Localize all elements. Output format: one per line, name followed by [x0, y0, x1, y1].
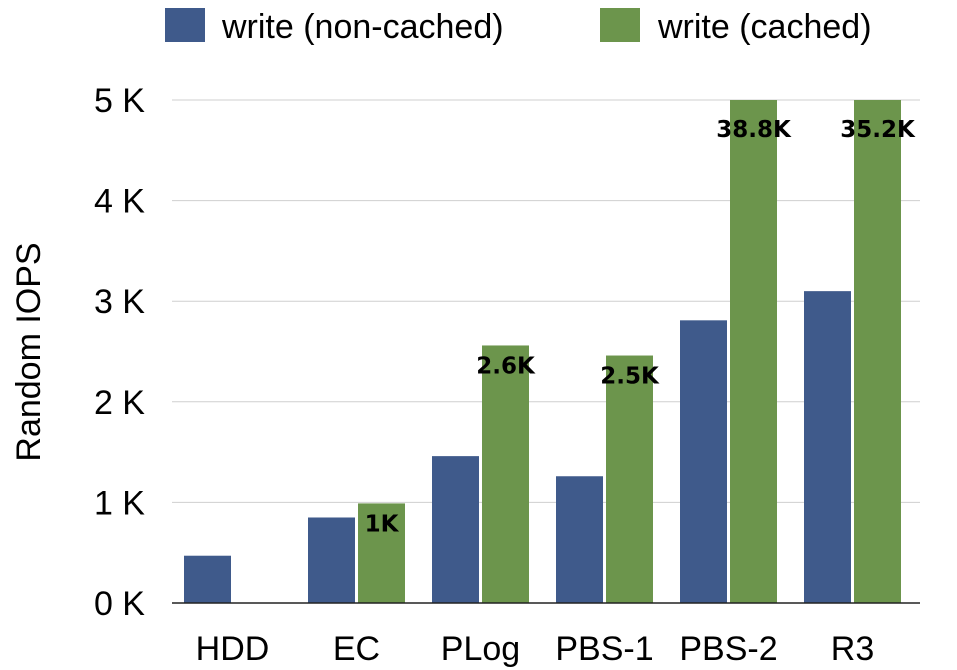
- bar-non-cached: [556, 476, 603, 603]
- y-tick-label: 3 K: [94, 283, 145, 321]
- y-tick-label: 1 K: [94, 484, 145, 522]
- x-axis-ticks: HDD EC PLog PBS-1 PBS-2 R3: [196, 630, 875, 668]
- data-label: 2.5K: [600, 364, 660, 390]
- x-tick-label: HDD: [196, 630, 270, 668]
- x-tick-label: PLog: [441, 630, 520, 668]
- bars: [184, 100, 901, 603]
- y-tick-label: 2 K: [94, 384, 145, 422]
- bar-cached: [482, 345, 529, 603]
- data-label: 2.6K: [476, 353, 536, 379]
- legend-swatch: [165, 8, 205, 42]
- bar-non-cached: [680, 320, 727, 603]
- data-labels: 1K 2.6K 2.5K 38.8K 35.2K: [365, 117, 916, 537]
- y-axis-title: Random IOPS: [10, 242, 48, 461]
- bar-cached: [358, 503, 405, 603]
- legend-label: write (non-cached): [221, 8, 504, 46]
- y-tick-label: 4 K: [94, 183, 145, 221]
- x-tick-label: EC: [333, 630, 380, 668]
- legend-label: write (cached): [657, 8, 872, 46]
- legend: write (non-cached) write (cached): [165, 8, 872, 46]
- data-label: 35.2K: [840, 117, 916, 143]
- x-tick-label: PBS-2: [679, 630, 777, 668]
- legend-swatch: [600, 8, 640, 42]
- y-tick-label: 5 K: [94, 82, 145, 120]
- bar-cached: [730, 100, 777, 603]
- y-axis-ticks: 0 K 1 K 2 K 3 K 4 K 5 K: [94, 82, 145, 623]
- bar-cached: [606, 355, 653, 603]
- gridlines: [172, 99, 920, 503]
- x-tick-label: R3: [831, 630, 874, 668]
- x-tick-label: PBS-1: [555, 630, 653, 668]
- bar-cached: [854, 100, 901, 603]
- data-label: 1K: [365, 511, 400, 537]
- y-tick-label: 0 K: [94, 585, 145, 623]
- data-label: 38.8K: [716, 117, 792, 143]
- bar-non-cached: [308, 517, 355, 603]
- bar-non-cached: [432, 456, 479, 603]
- bar-non-cached: [804, 291, 851, 603]
- bar-non-cached: [184, 555, 231, 603]
